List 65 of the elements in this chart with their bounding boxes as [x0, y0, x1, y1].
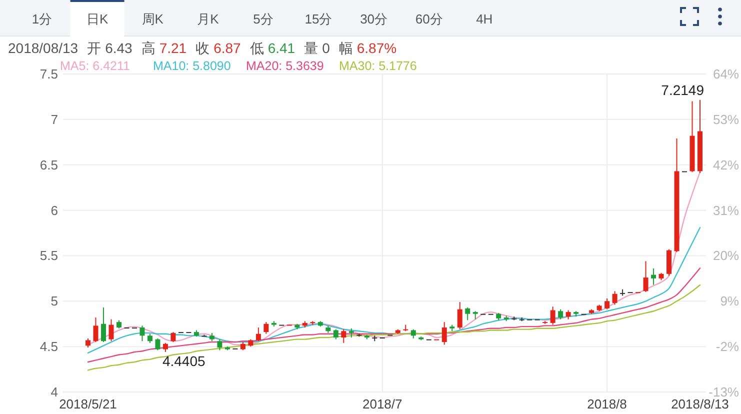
x-tick-label: 2018/7 — [362, 396, 402, 412]
line-series — [87, 284, 701, 371]
x-tick-label: 2018/8 — [587, 396, 627, 412]
candlestick — [264, 322, 269, 334]
candlestick — [162, 342, 168, 352]
text: 日K — [86, 12, 108, 26]
candlestick — [256, 326, 261, 342]
candlestick — [566, 310, 571, 320]
y2-tick-label: 53% — [712, 112, 740, 127]
candlestick — [651, 268, 656, 286]
text: MA20: 5.3639 — [246, 59, 324, 73]
chart-title: 2018/08/13 开 6.43 高 7.21 收 6.87 低 6.41 量 0 幅 6.87% — [8, 40, 397, 56]
x-tick-label: 2018/8/13 — [671, 396, 729, 412]
candlestick — [604, 298, 610, 310]
text: 30分 — [360, 12, 388, 26]
y2-tick-label: -2% — [716, 339, 740, 354]
text: MA30: 5.1776 — [339, 59, 417, 73]
y-tick-label: 7.5 — [40, 66, 58, 82]
candlestick — [217, 338, 222, 351]
candlestick — [643, 260, 648, 293]
y2-tick-label: 42% — [712, 157, 740, 172]
y2-tick-label: 9% — [720, 294, 740, 309]
text: 60分 — [415, 12, 443, 26]
text: 月K — [197, 12, 220, 26]
candlestick — [465, 307, 470, 321]
candlestick — [442, 322, 447, 346]
text: 1分 — [32, 12, 52, 26]
candlestick — [348, 328, 354, 338]
y2-tick-label: 20% — [712, 248, 740, 264]
y-tick-label: 5.5 — [40, 248, 58, 264]
text: 4H — [476, 12, 493, 26]
y-tick-label: 4 — [50, 384, 58, 400]
y2-tick-label: -13% — [708, 384, 740, 400]
candlestick — [86, 338, 90, 348]
y-tick-label: 5 — [50, 294, 58, 309]
candlestick — [93, 316, 98, 343]
candlestick — [170, 332, 176, 343]
candlestick — [612, 290, 618, 306]
candlestick — [341, 328, 346, 344]
candlestick — [333, 328, 338, 340]
candlestick — [457, 302, 462, 330]
text: MA10: 5.8090 — [153, 59, 231, 73]
candlestick — [410, 328, 416, 339]
line-series — [87, 227, 701, 354]
candlestick — [558, 308, 564, 320]
annotation: 7.2149 — [661, 82, 704, 98]
y-tick-label: 4.5 — [40, 339, 58, 354]
text: MA5: 6.4211 — [60, 59, 130, 73]
text: 15分 — [304, 12, 332, 26]
candlestick — [155, 338, 160, 351]
text: 周K — [142, 12, 164, 26]
candlestick — [108, 318, 114, 342]
y-tick-label: 6 — [50, 202, 58, 218]
y2-tick-label: 31% — [712, 202, 740, 218]
candlestick — [100, 307, 106, 343]
x-tick-label: 2018/5/21 — [59, 396, 117, 412]
y2-tick-label: 64% — [712, 66, 740, 82]
annotation: 4.4405 — [162, 352, 206, 369]
candlestick — [147, 333, 152, 344]
candlestick — [550, 306, 556, 326]
y-tick-label: 6.5 — [40, 157, 58, 172]
text: 5分 — [253, 12, 274, 26]
y-tick-label: 7 — [50, 112, 58, 127]
candlestick — [140, 325, 145, 342]
candlestick — [666, 248, 672, 276]
